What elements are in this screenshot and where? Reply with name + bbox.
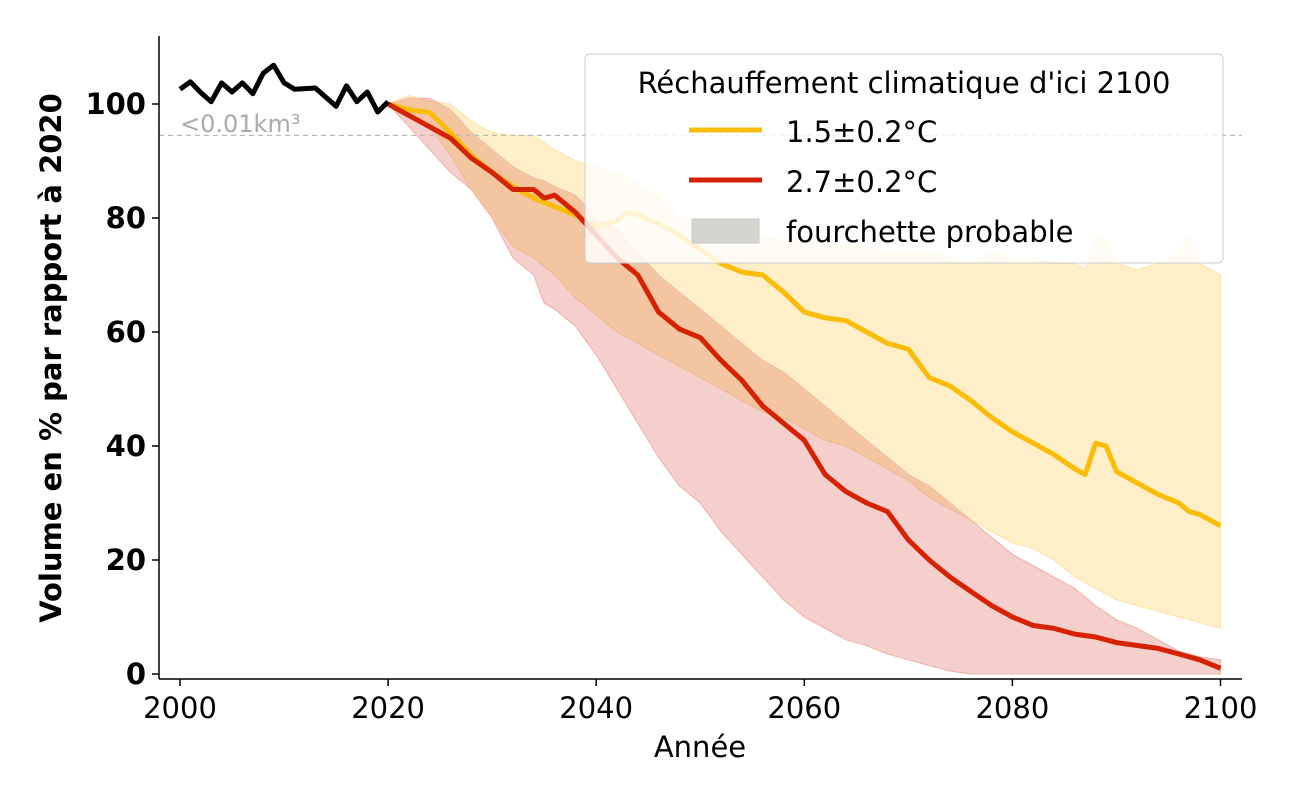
y-tick-label: 60 [106, 315, 146, 349]
legend-label-range: fourchette probable [786, 215, 1074, 249]
y-tick-label: 100 [85, 87, 146, 121]
x-tick-label: 2000 [143, 691, 217, 725]
y-ticks: 0 20 40 60 80 100 [85, 87, 159, 691]
x-ticks: 2000 2020 2040 2060 2080 2100 [143, 679, 1257, 725]
series-line-2-7 [386, 101, 1222, 671]
x-tick-label: 2080 [975, 691, 1049, 725]
y-axis-title: Volume en % par rapport à 2020 [34, 93, 68, 623]
y-tick-label: 40 [106, 429, 146, 463]
x-tick-label: 2020 [351, 691, 425, 725]
legend-box [584, 53, 1224, 264]
legend-swatch-range [691, 218, 760, 244]
x-tick-label: 2040 [559, 691, 633, 725]
x-tick-label: 2060 [767, 691, 841, 725]
y-tick-label: 20 [106, 543, 146, 577]
legend-label-2-7: 2.7±0.2°C [786, 165, 937, 199]
y-tick-label: 0 [126, 657, 146, 691]
series-line-1-5 [387, 101, 1222, 528]
series-line-historical [178, 62, 390, 115]
legend: Réchauffement climatique d'ici 2100 1.5±… [584, 53, 1224, 264]
y-tick-label: 80 [106, 201, 146, 235]
legend-title: Réchauffement climatique d'ici 2100 [638, 66, 1171, 100]
x-axis-title: Année [654, 730, 746, 764]
legend-label-1-5: 1.5±0.2°C [786, 115, 937, 149]
series-lines [178, 62, 1222, 671]
x-tick-label: 2100 [1184, 691, 1258, 725]
reference-line-label: <0.01km³ [180, 110, 300, 138]
